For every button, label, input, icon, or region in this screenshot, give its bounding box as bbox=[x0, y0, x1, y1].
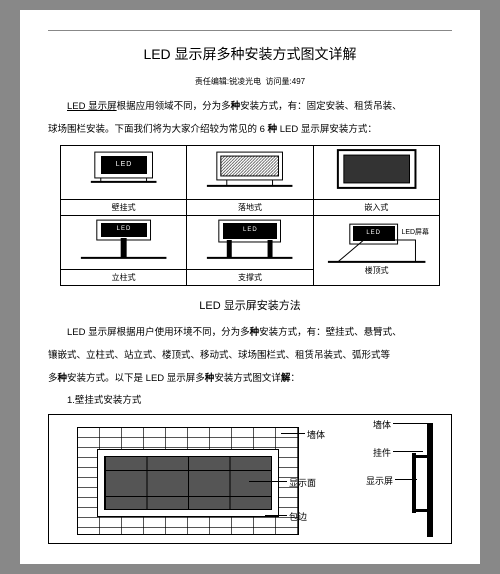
intro-para-1: LED 显示屏根据应用领域不同，分为多种安装方式，有：固定安装、租赁吊装、 bbox=[48, 97, 452, 116]
lead-face bbox=[249, 481, 287, 482]
side-hanger-icon bbox=[415, 455, 427, 458]
lead-wall bbox=[281, 433, 305, 434]
label-face: 显示面 bbox=[289, 475, 316, 492]
panel-frame bbox=[97, 449, 279, 517]
editor-label: 责任编辑: bbox=[195, 77, 229, 86]
page-title: LED 显示屏多种安装方式图文详解 bbox=[48, 41, 452, 68]
grid-cell-6: LED屏幕 楼顶式 LED bbox=[313, 215, 439, 285]
grid-label-5: 支撑式 bbox=[187, 269, 313, 285]
intro-bold-1: 种 bbox=[231, 101, 241, 112]
editor-value: 锐凌光电 bbox=[229, 77, 261, 86]
grid-label-6-inner: LED屏幕 bbox=[401, 227, 428, 236]
intro-text-d: LED 显示屏安装方式： bbox=[277, 124, 377, 135]
intro-bold-2: 种 bbox=[268, 124, 278, 135]
label-border: 包边 bbox=[289, 509, 307, 526]
lead-border bbox=[265, 515, 287, 516]
intro-underline: LED 显示屏 bbox=[67, 101, 117, 112]
meta-line: 责任编辑:锐凌光电 访问量:497 bbox=[48, 74, 452, 89]
side-wall-icon bbox=[427, 423, 433, 537]
install-type-grid: LED bbox=[60, 145, 440, 286]
intro-text-b: 安装方式，有：固定安装、租赁吊装、 bbox=[240, 101, 402, 112]
grid-label-2: 落地式 bbox=[187, 199, 313, 215]
body-para-3: 多种安装方式。以下是 LED 显示屏多种安装方式图文详解： bbox=[48, 369, 452, 388]
grid-label-7: 楼顶式 bbox=[364, 265, 388, 275]
body-para-1: LED 显示屏根据用户使用环境不同，分为多种安装方式，有：壁挂式、悬臂式、 bbox=[48, 323, 452, 342]
label-hanger: 挂件 bbox=[373, 445, 391, 462]
intro-text-c: 球场围栏安装。下面我们将为大家介绍较为常见的 6 bbox=[48, 124, 268, 135]
label-wall: 墙体 bbox=[307, 427, 325, 444]
grid-cell-4: LED bbox=[61, 215, 187, 269]
views-label: 访问量: bbox=[266, 77, 292, 86]
grid-cell-3 bbox=[313, 145, 439, 199]
side-hanger-icon bbox=[415, 509, 427, 512]
grid-label-1: 壁挂式 bbox=[61, 199, 187, 215]
intro-para-2: 球场围栏安装。下面我们将为大家介绍较为常见的 6 种 LED 显示屏安装方式： bbox=[48, 120, 452, 139]
led-label: LED bbox=[353, 226, 395, 241]
led-label: LED bbox=[101, 156, 147, 174]
body-para-2: 镶嵌式、立柱式、站立式、楼顶式、移动式、球场围栏式、租赁吊装式、弧形式等 bbox=[48, 346, 452, 365]
side-view bbox=[397, 423, 433, 537]
subheading: LED 显示屏安装方法 bbox=[48, 296, 452, 317]
grid-cell-5: LED bbox=[187, 215, 313, 269]
label-screen: 显示屏 bbox=[366, 473, 393, 490]
panel-screen bbox=[104, 456, 272, 510]
section-1-heading: 1.壁挂式安装方式 bbox=[48, 392, 452, 410]
top-rule bbox=[48, 30, 452, 31]
grid-label-3: 嵌入式 bbox=[313, 199, 439, 215]
intro-text-a: 根据应用领域不同，分为多 bbox=[117, 101, 231, 112]
document-page: LED 显示屏多种安装方式图文详解 责任编辑:锐凌光电 访问量:497 LED … bbox=[20, 10, 480, 564]
lead-wall-2 bbox=[393, 423, 429, 424]
grid-cell-1: LED bbox=[61, 145, 187, 199]
grid-label-4: 立柱式 bbox=[61, 269, 187, 285]
led-label: LED bbox=[101, 223, 147, 237]
grid-cell-2 bbox=[187, 145, 313, 199]
label-wall-2: 墙体 bbox=[373, 417, 391, 434]
lead-screen bbox=[395, 479, 417, 480]
led-label: LED bbox=[223, 223, 277, 239]
side-screen-icon bbox=[412, 453, 416, 513]
wall-mount-diagram: 墙体 显示面 包边 墙体 挂件 显示屏 bbox=[48, 414, 452, 544]
views-value: 497 bbox=[292, 77, 305, 86]
lead-hanger bbox=[393, 451, 423, 452]
